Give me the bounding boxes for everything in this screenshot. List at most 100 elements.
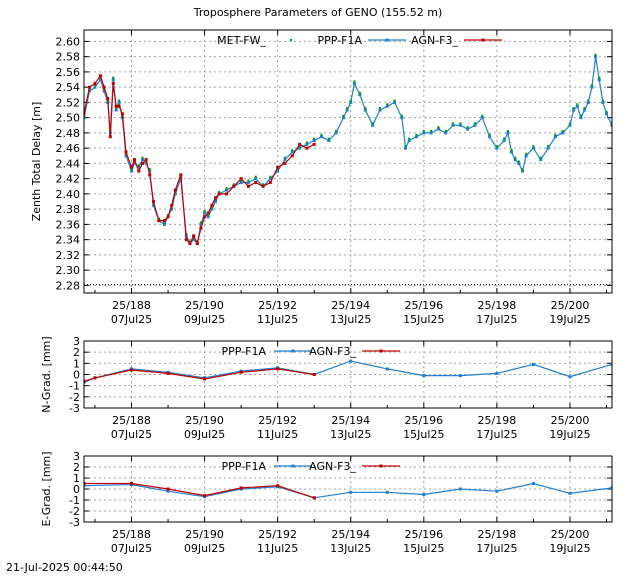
plot-frame (83, 340, 613, 409)
data-point (102, 89, 106, 93)
data-point (458, 374, 462, 378)
y-tick-label: 2.54 (56, 81, 81, 94)
data-point (166, 489, 170, 493)
data-point (214, 200, 218, 204)
data-point (206, 211, 210, 215)
data-point (444, 131, 448, 135)
legend-label: AGN-F3_ (309, 345, 356, 358)
data-point (157, 219, 161, 223)
y-tick-label: 1 (73, 357, 80, 370)
x-tick-label-doy: 25/196 (404, 414, 443, 427)
y-tick-label: 2.60 (56, 35, 81, 48)
met-point (254, 175, 257, 178)
data-point (510, 150, 514, 154)
met-point (422, 129, 425, 132)
data-point (513, 158, 517, 162)
x-tick-label-doy: 25/190 (185, 528, 224, 541)
met-point (353, 80, 356, 83)
met-point (488, 133, 491, 136)
data-point (170, 207, 174, 211)
met-point (594, 53, 597, 56)
met-point (364, 107, 367, 110)
met-point (327, 137, 330, 140)
met-point (207, 213, 210, 216)
data-point (349, 100, 353, 104)
met-point (283, 156, 286, 159)
x-tick-label-doy: 25/188 (112, 299, 151, 312)
met-point (572, 107, 575, 110)
met-point (276, 168, 279, 171)
data-point (173, 192, 177, 196)
data-point (568, 123, 572, 127)
met-point (203, 209, 206, 212)
legend-marker (379, 464, 383, 468)
data-point (162, 219, 166, 223)
legend-label: AGN-F3_ (309, 460, 356, 473)
y-tick-label: 2.34 (56, 234, 81, 247)
data-point (495, 146, 499, 150)
data-point (192, 238, 196, 242)
met-point (437, 126, 440, 129)
data-point (327, 139, 331, 143)
met-point (510, 148, 513, 151)
x-tick-label-doy: 25/190 (185, 299, 224, 312)
y-tick-label: 2.56 (56, 66, 81, 79)
legend-marker (481, 38, 485, 42)
x-tick-label-date: 11Jul25 (257, 428, 298, 441)
met-point (214, 198, 217, 201)
data-point (298, 146, 302, 150)
met-point (408, 137, 411, 140)
x-tick-label-doy: 25/200 (551, 528, 590, 541)
x-tick-label-doy: 25/190 (185, 414, 224, 427)
y-axis-label: N-Grad. [mm] (40, 336, 53, 412)
data-point (436, 127, 440, 131)
data-point (217, 192, 221, 196)
x-tick-label-date: 15Jul25 (403, 313, 444, 326)
data-point (539, 158, 543, 162)
met-point (539, 156, 542, 159)
data-point (203, 215, 207, 219)
legend-entry: AGN-F3_ (411, 34, 502, 47)
data-point (320, 135, 324, 139)
data-point (458, 487, 462, 491)
data-point (173, 188, 177, 192)
x-tick-label-doy: 25/198 (478, 528, 517, 541)
x-tick-label-doy: 25/188 (112, 528, 151, 541)
met-point (298, 145, 301, 148)
data-point (531, 362, 535, 366)
data-point (480, 116, 484, 120)
data-point (561, 131, 565, 135)
y-tick-label: 3 (73, 450, 80, 463)
data-point (130, 482, 134, 485)
x-tick-label-date: 17Jul25 (476, 313, 517, 326)
met-point (393, 99, 396, 102)
met-point (320, 133, 323, 136)
legend-entry: AGN-F3_ (309, 345, 400, 358)
legend-marker (385, 38, 389, 42)
data-point (84, 112, 86, 116)
data-point (466, 127, 470, 131)
data-point (199, 226, 203, 230)
y-tick-label: 2.44 (56, 157, 81, 170)
data-point (188, 241, 192, 245)
data-point (290, 154, 294, 158)
data-point (124, 150, 128, 154)
data-point (84, 484, 86, 488)
x-tick-label-doy: 25/194 (331, 299, 370, 312)
data-point (239, 180, 243, 184)
data-point (495, 489, 499, 493)
data-point (132, 161, 136, 165)
x-tick-label-doy: 25/188 (112, 414, 151, 427)
y-tick-label: 2 (73, 346, 80, 359)
y-tick-label: 2 (73, 461, 80, 474)
met-point (232, 183, 235, 186)
y-tick-label: -3 (69, 402, 80, 415)
data-point (495, 371, 499, 375)
data-point (239, 486, 243, 490)
legend-marker (291, 349, 295, 353)
x-tick-label-date: 17Jul25 (476, 542, 517, 555)
y-tick-label: -3 (69, 516, 80, 529)
data-point (524, 154, 528, 158)
data-point (605, 112, 609, 116)
